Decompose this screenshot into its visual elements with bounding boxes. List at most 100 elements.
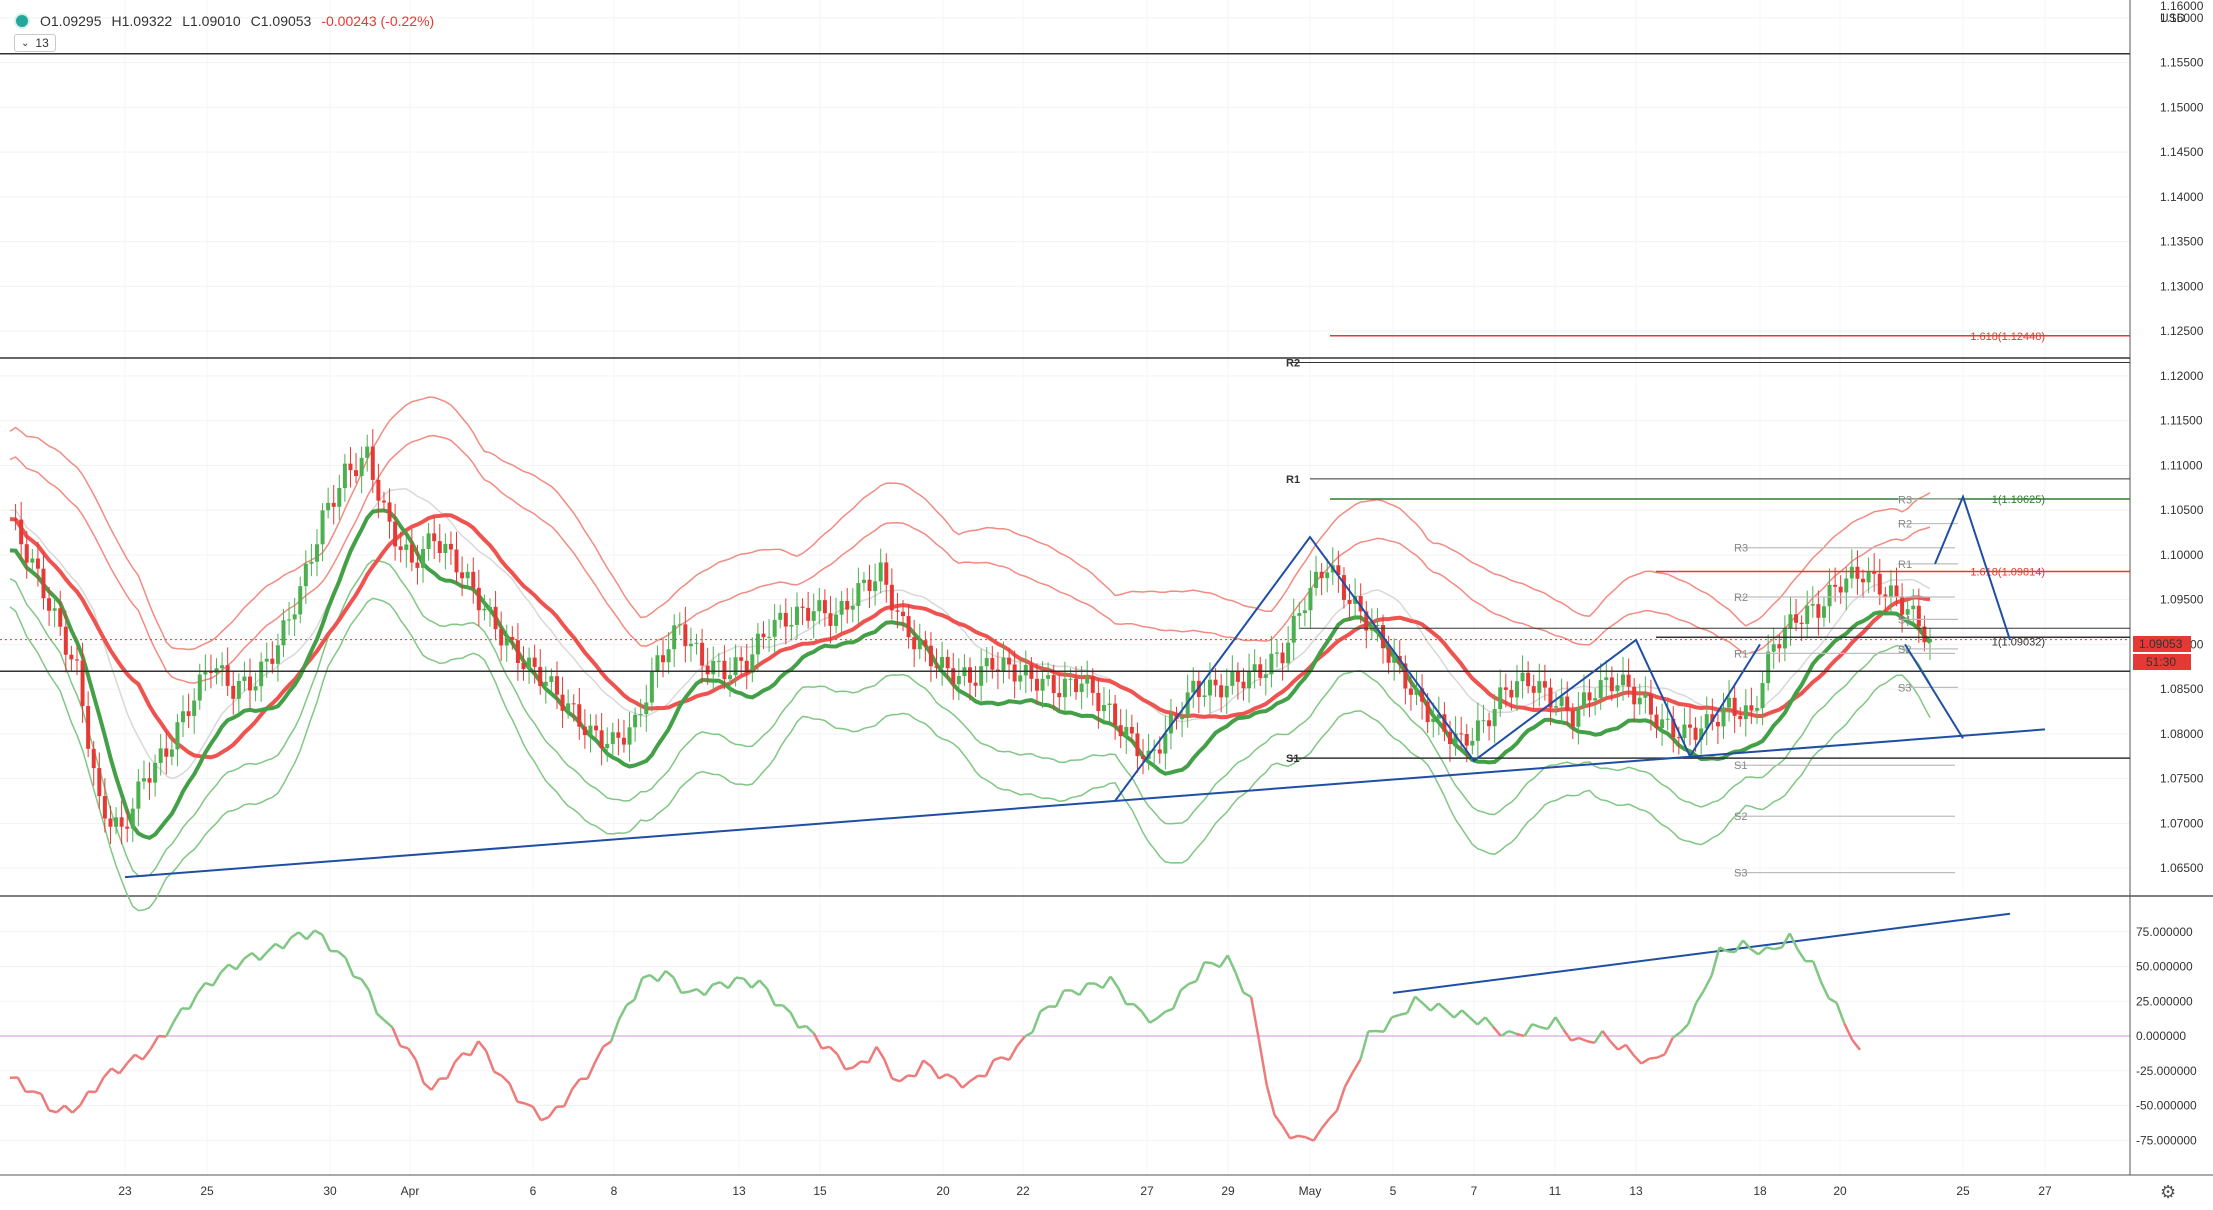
osc-segment [1656,1053,1666,1059]
osc-segment [875,1045,886,1060]
osc-segment [1305,1136,1315,1142]
indicators-collapse-button[interactable]: ⌄ 13 [14,34,56,52]
osc-segment [649,974,659,983]
candle-body [1894,585,1899,597]
osc-tick-label: -25.000000 [2136,1064,2197,1078]
osc-segment [789,1011,800,1029]
candle-body [314,544,319,562]
osc-segment [1226,954,1237,974]
candle-body [1888,585,1893,597]
candle-body [1224,685,1229,698]
ohlc-low: L1.09010 [182,13,241,29]
osc-segment [16,1076,27,1093]
time-tick-label: 25 [200,1184,214,1198]
time-tick-label: 5 [1390,1184,1397,1198]
candle-body [181,711,186,723]
candle-body [549,676,554,682]
symbol-status-icon[interactable] [14,13,30,29]
osc-segment [1391,1013,1400,1019]
osc-segment [110,1067,120,1075]
osc-segment [1164,1007,1174,1013]
candle-body [164,748,169,757]
candle-body [1096,692,1101,712]
candle-body [1498,687,1503,710]
candle-body [1464,734,1469,746]
time-tick-label: 22 [1016,1184,1030,1198]
candle-body [1459,733,1464,735]
candle-body [605,743,610,749]
osc-segment [1242,991,1252,999]
candle-body [1107,703,1112,706]
time-tick-label: Apr [401,1184,420,1198]
osc-segment [1281,1124,1292,1140]
ohlc-open: O1.09295 [40,13,102,29]
pivot-label-inner: S2 [1898,644,1911,656]
osc-segment [134,1053,144,1061]
candle-body [655,655,660,671]
pivot-label-right: R1 [1734,648,1748,660]
settings-gear-icon[interactable]: ⚙ [2160,1182,2176,1202]
osc-segment [243,951,253,960]
osc-segment [33,1090,42,1095]
candle-body [1208,679,1212,696]
candle-body [69,654,74,660]
candle-body [1766,651,1771,684]
osc-segment [414,1059,425,1084]
candle-body [1213,679,1218,686]
candle-body [532,657,537,667]
candle-body [1163,733,1168,754]
candle-body [499,629,504,646]
candle-body [1431,718,1436,723]
candle-body [1537,681,1542,693]
candle-body [242,676,247,681]
candle-body [1699,728,1704,740]
osc-segment [71,1104,82,1114]
osc-segment [1382,1016,1393,1033]
candle-body [1079,683,1084,693]
osc-segment [1601,1030,1612,1042]
candle-body [1816,604,1821,618]
osc-segment [609,1019,621,1042]
candle-body [510,636,515,641]
candle-body [677,624,682,626]
time-tick-label: 18 [1753,1184,1767,1198]
time-tick-label: 30 [323,1184,337,1198]
price-tick-label: 1.15500 [2160,56,2204,70]
osc-segment [40,1093,51,1111]
price-tick-label: 1.15000 [2160,100,2204,114]
candle-body [236,680,241,699]
osc-segment [1539,1025,1549,1031]
osc-segment [477,1040,488,1052]
price-pane[interactable] [0,0,2130,895]
pivot-label-inner: S1 [1898,614,1911,626]
candle-body [873,581,878,592]
ohlc-high: H1.09322 [111,13,173,29]
candle-body [1855,566,1860,579]
candle-body [1626,674,1631,687]
candle-body [97,768,102,797]
time-tick-label: 11 [1549,1184,1562,1198]
osc-segment [1024,1031,1034,1038]
price-tick-label: 1.07500 [2160,772,2204,786]
trend-drawings [125,497,2046,994]
candle-body [1230,671,1235,686]
pivot-label-inner: R1 [1898,559,1912,571]
candle-body [928,645,933,667]
candle-body [426,533,431,549]
osc-segment [1453,1009,1463,1019]
candle-body [1827,584,1832,607]
osc-segment [1508,1029,1517,1036]
candle-body [1124,726,1129,737]
candle-body [845,600,850,610]
candle-body [560,694,565,711]
osc-segment [1117,987,1128,1005]
osc-tick-label: -75.000000 [2136,1133,2197,1147]
time-tick-label: May [1299,1184,1322,1198]
candle-body [1470,740,1475,746]
candle-body [1202,695,1207,697]
candle-body [755,633,760,655]
osc-segment [1343,1072,1354,1088]
fib-label-low: 1(1.09032) [1992,637,2045,649]
osc-segment [422,1082,433,1091]
